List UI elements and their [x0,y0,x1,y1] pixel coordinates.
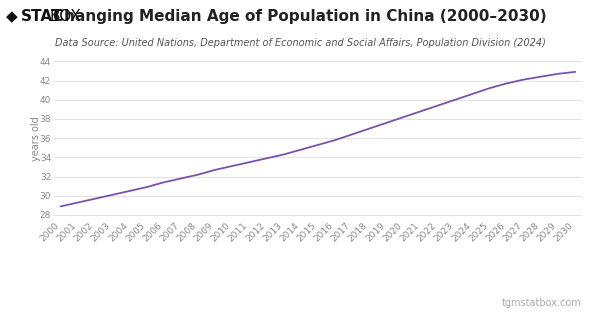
Text: Data Source: United Nations, Department of Economic and Social Affairs, Populati: Data Source: United Nations, Department … [55,38,545,48]
Text: ◆: ◆ [6,9,18,24]
Text: Changing Median Age of Population in China (2000–2030): Changing Median Age of Population in Chi… [53,9,547,24]
Y-axis label: years old: years old [31,116,41,160]
Text: tgmstatbox.com: tgmstatbox.com [502,298,582,308]
Text: BOX: BOX [49,9,81,24]
Text: STAT: STAT [21,9,62,24]
